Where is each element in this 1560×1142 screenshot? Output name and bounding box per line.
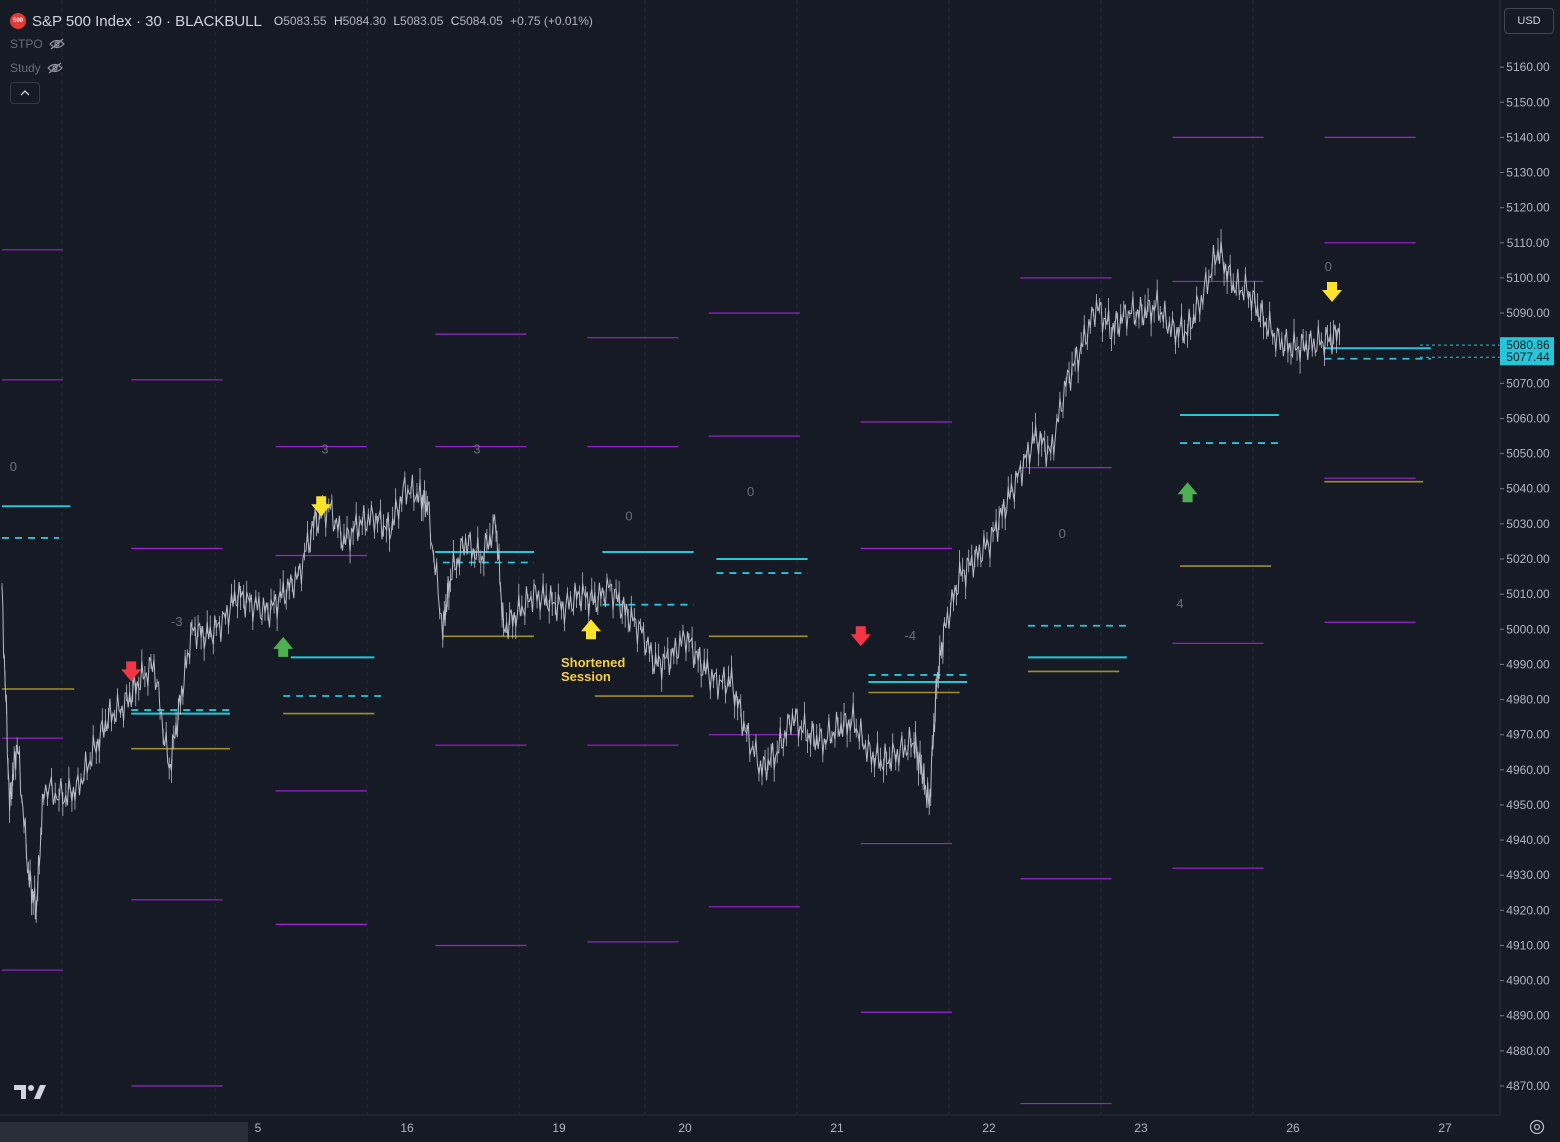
eye-hidden-icon[interactable] xyxy=(48,38,65,50)
ohlc-readout: O5083.55 H5084.30 L5083.05 C5084.05 +0.7… xyxy=(273,14,593,28)
price-tick-label: 5060.00 xyxy=(1506,411,1550,425)
price-tick-label: 4950.00 xyxy=(1506,798,1550,812)
yellow-down-arrow-icon xyxy=(1322,281,1342,302)
red-down-arrow-icon xyxy=(850,626,871,647)
time-axis[interactable]: 5 16 19 20 21 22 23 26 27 xyxy=(0,1114,1500,1142)
count-labels: 0 -3 3 3 0 0 -4 0 4 0 xyxy=(10,259,1332,643)
count-label: 0 xyxy=(1325,259,1332,274)
price-tick-label: 4900.00 xyxy=(1506,974,1550,988)
change-value: +0.75 (+0.01%) xyxy=(510,14,593,28)
price-tick-label: 5160.00 xyxy=(1506,60,1550,74)
count-label: 3 xyxy=(321,442,328,457)
indicator-stpo[interactable]: STPO xyxy=(10,34,65,54)
price-tick-label: 4890.00 xyxy=(1506,1009,1550,1023)
price-tick-label: 4930.00 xyxy=(1506,868,1550,882)
green-up-arrow-icon xyxy=(1177,482,1198,503)
count-label: 0 xyxy=(1059,526,1066,541)
indicator-label: Study xyxy=(10,61,41,75)
time-tick-label: 22 xyxy=(982,1121,996,1135)
count-label: -3 xyxy=(171,614,183,629)
current-price-tag: 5077.44 xyxy=(1500,349,1554,366)
price-tick-label: 4940.00 xyxy=(1506,833,1550,847)
collapse-indicators-button[interactable] xyxy=(10,82,40,104)
price-tick-label: 5010.00 xyxy=(1506,587,1550,601)
count-label: 0 xyxy=(625,508,632,523)
price-tick-label: 5090.00 xyxy=(1506,306,1550,320)
grid-layer xyxy=(61,0,1254,1115)
time-axis-bg xyxy=(0,1115,1500,1142)
price-axis[interactable]: 4870.00 4880.00 4890.00 4900.00 4910.00 4920.… xyxy=(1499,0,1560,1115)
price-tick-label: 5040.00 xyxy=(1506,482,1550,496)
time-tick-label: 20 xyxy=(678,1121,692,1135)
count-label: 0 xyxy=(747,484,754,499)
green-up-arrow-icon xyxy=(273,636,294,657)
eye-hidden-icon[interactable] xyxy=(46,62,63,74)
price-tick-label: 4960.00 xyxy=(1506,763,1550,777)
time-tick-label: 26 xyxy=(1286,1121,1300,1135)
price-line xyxy=(1,240,1341,920)
current-price-tag-bg xyxy=(1500,349,1554,366)
price-tick-label: 5000.00 xyxy=(1506,622,1550,636)
price-tick-label: 4970.00 xyxy=(1506,728,1550,742)
signal-markers xyxy=(121,281,1342,682)
time-tick-label: 5 xyxy=(255,1121,262,1135)
shortened-session-label: Shortened Session xyxy=(561,655,626,684)
price-tick-label: 5110.00 xyxy=(1507,236,1550,250)
time-tick-label: 19 xyxy=(552,1121,566,1135)
count-label: -4 xyxy=(904,628,916,643)
price-tick-label: 4980.00 xyxy=(1506,693,1550,707)
price-axis-bg xyxy=(1500,0,1560,1115)
red-down-arrow-icon xyxy=(121,661,142,682)
yellow-up-arrow-icon xyxy=(581,619,601,640)
time-tick-label: 21 xyxy=(830,1121,844,1135)
price-tick-label: 5150.00 xyxy=(1506,95,1550,109)
price-tick-label: 5100.00 xyxy=(1506,271,1550,285)
current-price-tag-label: 5080.86 xyxy=(1506,338,1550,352)
count-label: 0 xyxy=(10,459,17,474)
price-tick-label: 5030.00 xyxy=(1506,517,1550,531)
chart-header: 500 S&P 500 Index · 30 · BLACKBULL O5083… xyxy=(10,10,597,32)
symbol-title[interactable]: S&P 500 Index · 30 · BLACKBULL xyxy=(32,12,262,30)
current-price-tag-label: 5077.44 xyxy=(1506,350,1550,364)
currency-button[interactable]: USD xyxy=(1504,8,1554,34)
price-tick-label: 5050.00 xyxy=(1506,447,1550,461)
price-tick-label: 5130.00 xyxy=(1506,166,1550,180)
gear-icon[interactable] xyxy=(1528,1118,1546,1136)
indicator-label: STPO xyxy=(10,37,43,51)
time-scroll-highlight[interactable] xyxy=(0,1122,248,1142)
price-tick-label: 5120.00 xyxy=(1506,201,1550,215)
price-tick-label: 5140.00 xyxy=(1506,130,1550,144)
current-price-tag-bg xyxy=(1500,337,1554,354)
price-tick-label: 4990.00 xyxy=(1506,657,1550,671)
price-tick-label: 4870.00 xyxy=(1506,1079,1550,1093)
tradingview-logo-icon[interactable] xyxy=(14,1083,46,1101)
yellow-down-arrow-icon xyxy=(311,496,332,517)
indicator-study[interactable]: Study xyxy=(10,58,63,78)
time-tick-label: 16 xyxy=(400,1121,414,1135)
price-tick-label: 4920.00 xyxy=(1506,903,1550,917)
price-tick-label: 4880.00 xyxy=(1506,1044,1550,1058)
price-tick-label: 5070.00 xyxy=(1506,376,1550,390)
current-price-tag: 5080.86 xyxy=(1500,337,1554,354)
chevron-up-icon xyxy=(20,90,30,96)
count-label: 4 xyxy=(1176,596,1183,611)
time-tick-label: 23 xyxy=(1134,1121,1148,1135)
price-tick-label: 4910.00 xyxy=(1506,938,1550,952)
symbol-logo-icon: 500 xyxy=(10,13,26,29)
time-tick-label: 27 xyxy=(1438,1121,1452,1135)
price-series xyxy=(1,229,1341,923)
price-tick-label: 5020.00 xyxy=(1506,552,1550,566)
session-levels xyxy=(2,136,1500,1105)
count-label: 3 xyxy=(473,442,480,457)
